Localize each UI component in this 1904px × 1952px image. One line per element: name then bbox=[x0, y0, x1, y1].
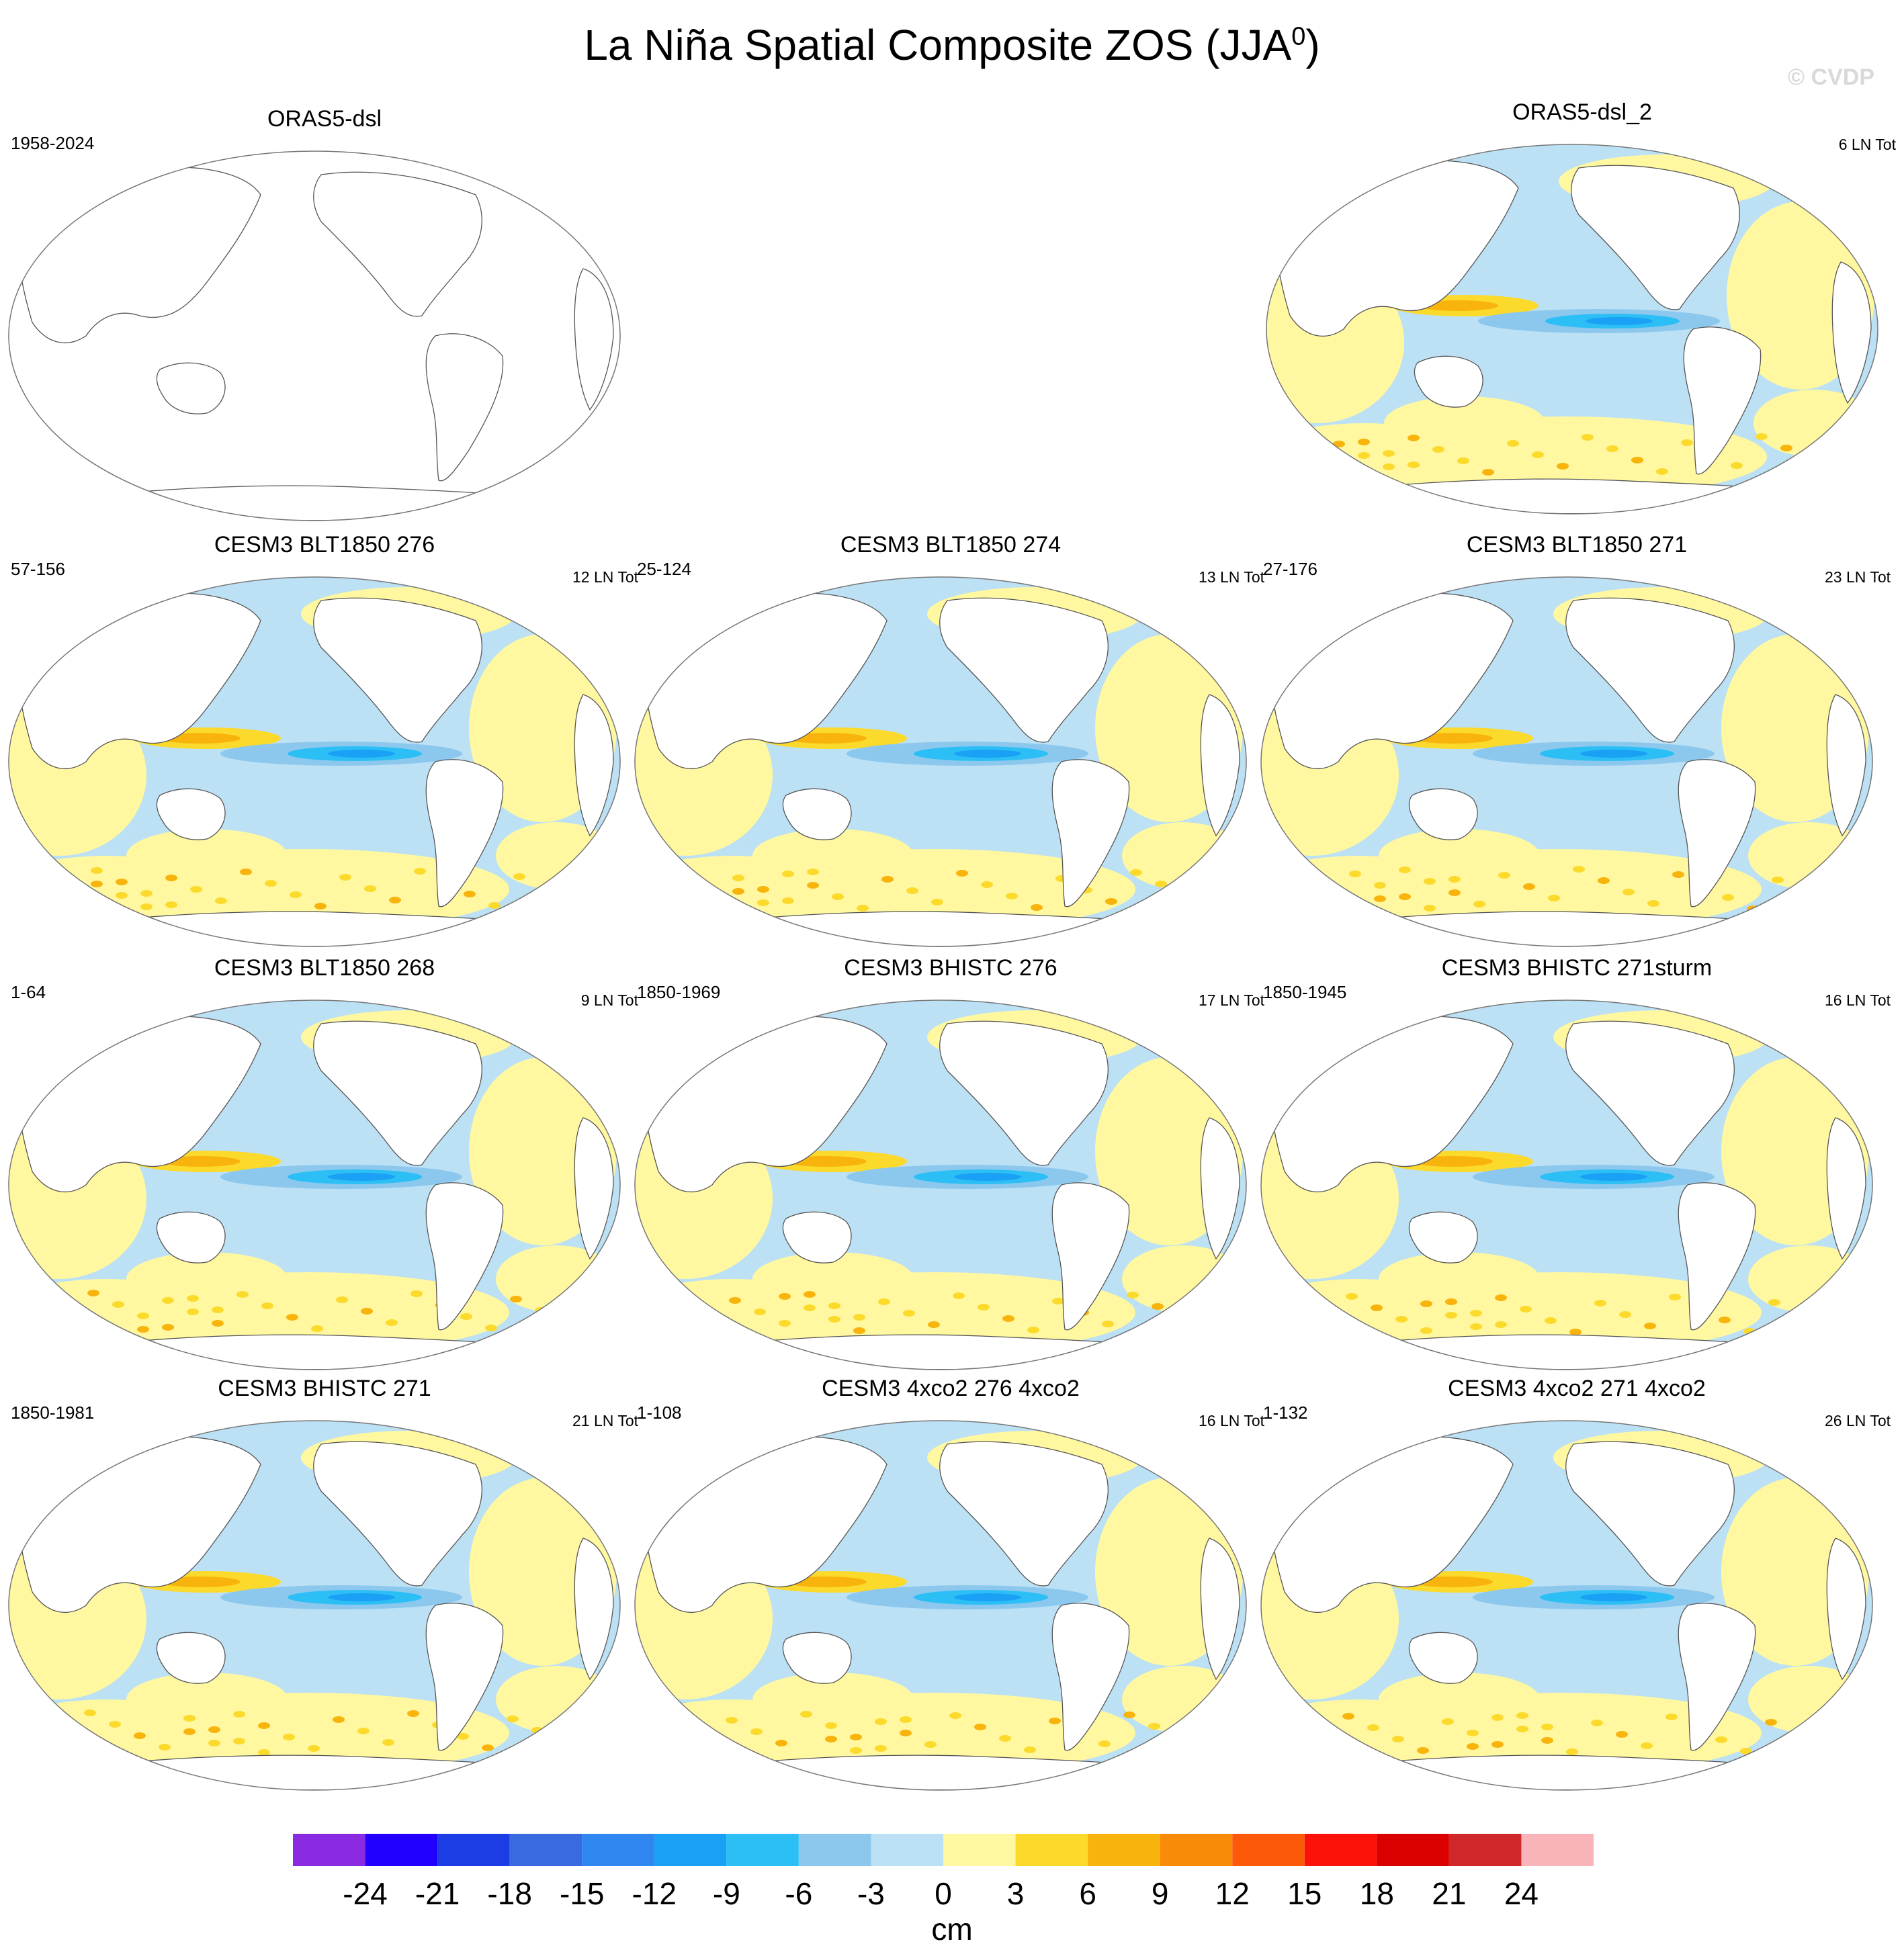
colorbar-swatch bbox=[1160, 1834, 1233, 1866]
panel-event-count: 16 LN Tot bbox=[1824, 991, 1891, 1009]
colorbar-swatch bbox=[293, 1834, 365, 1866]
panel-title: CESM3 BHISTC 271 bbox=[218, 1376, 431, 1401]
panel-title: CESM3 BHISTC 276 bbox=[844, 955, 1057, 981]
panel-orasdsl: ORAS5-dsl 1958-2024 bbox=[5, 106, 644, 536]
colorbar-unit: cm bbox=[931, 1912, 973, 1947]
panel-title: CESM3 BHISTC 271sturm bbox=[1441, 955, 1713, 981]
panel-orasdsl2: ORAS5-dsl_2 6 LN Tot bbox=[1263, 99, 1901, 529]
panel-event-count: 6 LN Tot bbox=[1838, 136, 1896, 153]
colorbar-swatch bbox=[726, 1834, 799, 1866]
colorbar-swatch bbox=[582, 1834, 654, 1866]
colorbar-tick: -18 bbox=[487, 1876, 532, 1911]
panel-period: 1-108 bbox=[637, 1403, 682, 1423]
colorbar-swatch bbox=[1448, 1834, 1522, 1866]
colorbar-swatch bbox=[943, 1834, 1016, 1866]
panel-blt276: CESM3 BLT1850 276 57-156 12 LN Tot bbox=[5, 532, 644, 962]
panel-period: 25-124 bbox=[637, 559, 691, 579]
panel-event-count: 26 LN Tot bbox=[1824, 1412, 1891, 1429]
colorbar-swatch bbox=[1521, 1834, 1594, 1866]
world-map bbox=[8, 1420, 621, 1791]
colorbar-swatch bbox=[654, 1834, 727, 1866]
colorbar bbox=[293, 1834, 1594, 1866]
colorbar-swatch bbox=[1015, 1834, 1088, 1866]
world-map bbox=[1260, 576, 1873, 947]
world-map bbox=[8, 576, 621, 947]
world-map bbox=[8, 150, 621, 521]
colorbar-tick: -21 bbox=[415, 1876, 460, 1911]
colorbar-tick: -24 bbox=[343, 1876, 388, 1911]
colorbar-swatch bbox=[437, 1834, 510, 1866]
colorbar-swatch bbox=[1304, 1834, 1377, 1866]
panel-bh271: CESM3 BHISTC 271 1850-1981 21 LN Tot bbox=[5, 1376, 644, 1806]
world-map bbox=[1260, 1000, 1873, 1370]
colorbar-tick: 6 bbox=[1079, 1876, 1096, 1911]
colorbar-tick: -15 bbox=[559, 1876, 605, 1911]
panel-event-count: 9 LN Tot bbox=[580, 991, 638, 1009]
colorbar-swatch bbox=[1088, 1834, 1160, 1866]
colorbar-swatch bbox=[365, 1834, 438, 1866]
panel-title: ORAS5-dsl bbox=[267, 106, 382, 132]
watermark: © CVDP bbox=[1788, 64, 1874, 90]
panel-title: CESM3 BLT1850 268 bbox=[214, 955, 435, 981]
colorbar-tick: 24 bbox=[1504, 1876, 1539, 1911]
panel-blt268: CESM3 BLT1850 268 1-64 9 LN Tot bbox=[5, 955, 644, 1385]
world-map bbox=[1260, 1420, 1873, 1791]
panel-event-count: 13 LN Tot bbox=[1198, 568, 1264, 586]
panel-title: CESM3 BLT1850 271 bbox=[1466, 532, 1688, 558]
panel-x276: CESM3 4xco2 276 4xco2 1-108 16 LN Tot bbox=[632, 1376, 1270, 1806]
colorbar-tick: -3 bbox=[857, 1876, 885, 1911]
panel-title: CESM3 BLT1850 274 bbox=[840, 532, 1062, 558]
colorbar-swatch bbox=[871, 1834, 943, 1866]
panel-event-count: 17 LN Tot bbox=[1198, 991, 1264, 1009]
panel-period: 1-132 bbox=[1263, 1403, 1308, 1423]
colorbar-tick: 0 bbox=[935, 1876, 952, 1911]
panel-period: 1850-1981 bbox=[11, 1403, 95, 1423]
panel-title: CESM3 4xco2 276 4xco2 bbox=[822, 1376, 1080, 1401]
panel-blt274: CESM3 BLT1850 274 25-124 13 LN Tot bbox=[632, 532, 1270, 962]
world-map bbox=[634, 1000, 1247, 1370]
panel-event-count: 23 LN Tot bbox=[1824, 568, 1891, 586]
panel-period: 1850-1945 bbox=[1263, 982, 1347, 1002]
panel-period: 1-64 bbox=[11, 982, 46, 1002]
colorbar-tick: 15 bbox=[1287, 1876, 1322, 1911]
panel-x271: CESM3 4xco2 271 4xco2 1-132 26 LN Tot bbox=[1258, 1376, 1896, 1806]
colorbar-swatch bbox=[1377, 1834, 1449, 1866]
panel-period: 1850-1969 bbox=[637, 982, 721, 1002]
colorbar-tick: 21 bbox=[1432, 1876, 1467, 1911]
panel-event-count: 16 LN Tot bbox=[1198, 1412, 1264, 1429]
panel-title: ORAS5-dsl_2 bbox=[1512, 99, 1652, 125]
world-map bbox=[8, 1000, 621, 1370]
world-map bbox=[634, 576, 1247, 947]
figure-title: La Niña Spatial Composite ZOS (JJA0) bbox=[584, 21, 1320, 69]
colorbar-tick: 9 bbox=[1151, 1876, 1169, 1911]
panel-title: CESM3 BLT1850 276 bbox=[214, 532, 435, 558]
colorbar-tick-labels: -24 -21 -18 -15 -12 -9 -6 -3 0 3 6 9 12 15 18 21 24 bbox=[293, 1875, 1594, 1916]
colorbar-tick: -6 bbox=[785, 1876, 813, 1911]
panel-event-count: 12 LN Tot bbox=[572, 568, 638, 586]
colorbar-swatch bbox=[509, 1834, 582, 1866]
world-map bbox=[634, 1420, 1247, 1791]
panel-period: 57-156 bbox=[11, 559, 65, 579]
panel-blt271: CESM3 BLT1850 271 27-176 23 LN Tot bbox=[1258, 532, 1896, 962]
panel-bh271s: CESM3 BHISTC 271sturm 1850-1945 16 LN Tot bbox=[1258, 955, 1896, 1385]
colorbar-tick: 18 bbox=[1359, 1876, 1394, 1911]
panel-period: 27-176 bbox=[1263, 559, 1317, 579]
panel-event-count: 21 LN Tot bbox=[572, 1412, 638, 1429]
panel-bh276: CESM3 BHISTC 276 1850-1969 17 LN Tot bbox=[632, 955, 1270, 1385]
panel-title: CESM3 4xco2 271 4xco2 bbox=[1448, 1376, 1706, 1401]
colorbar-tick: 3 bbox=[1006, 1876, 1025, 1911]
panel-period: 1958-2024 bbox=[11, 133, 95, 153]
colorbar-tick: 12 bbox=[1215, 1876, 1250, 1911]
world-map bbox=[1266, 144, 1878, 515]
colorbar-swatch bbox=[1232, 1834, 1305, 1866]
colorbar-tick: -12 bbox=[632, 1876, 677, 1911]
colorbar-swatch bbox=[798, 1834, 871, 1866]
colorbar-tick: -9 bbox=[712, 1876, 740, 1911]
